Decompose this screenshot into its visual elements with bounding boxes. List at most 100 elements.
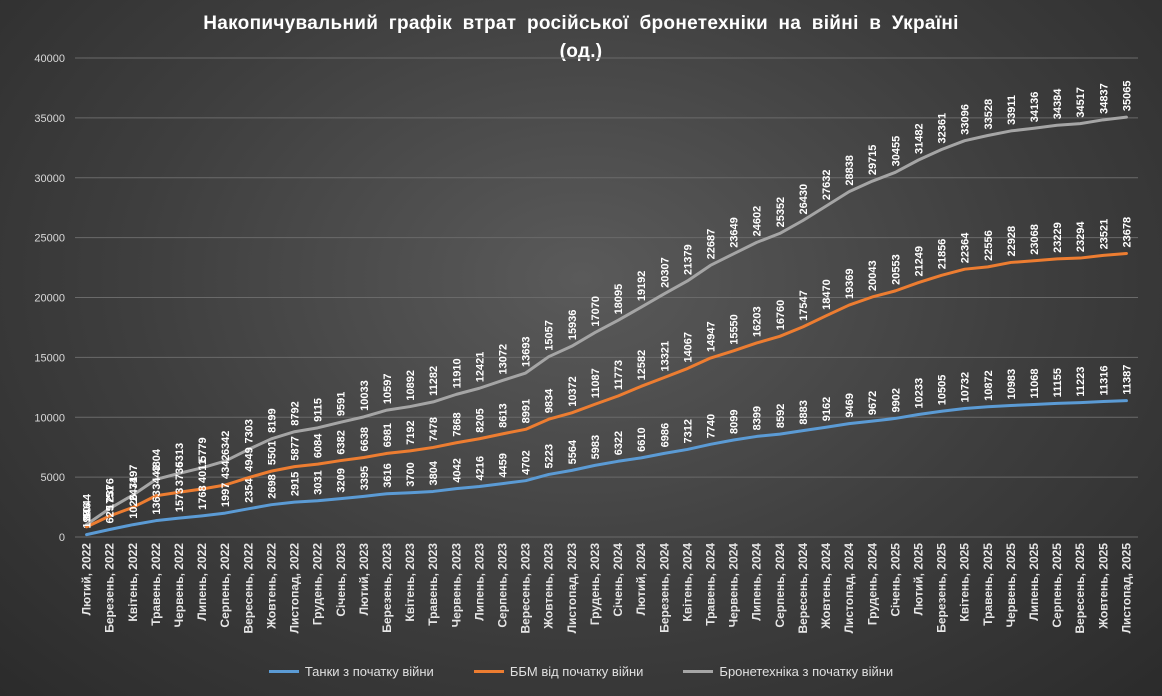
x-tick-label: Квітень, 2022 (126, 543, 140, 622)
x-tick-label: Серпень, 2023 (496, 543, 510, 628)
data-label: 23294 (1075, 221, 1087, 252)
data-label: 6322 (613, 431, 625, 455)
data-label: 4459 (498, 453, 510, 477)
data-label: 8399 (752, 406, 764, 430)
data-label: 8205 (474, 408, 486, 432)
x-tick-label: Жовтень, 2022 (264, 543, 278, 630)
data-label: 23521 (1098, 219, 1110, 250)
legend-item-2: ББМ від початку війни (473, 664, 643, 679)
data-label: 13693 (521, 336, 533, 367)
x-tick-label: Грудень, 2022 (311, 543, 325, 625)
data-label: 11087 (590, 368, 602, 398)
data-label: 7740 (705, 414, 717, 438)
data-label: 1363 (151, 490, 163, 514)
data-label: 22364 (960, 232, 972, 263)
x-tick-label: Липень, 2022 (195, 543, 209, 621)
chart-title-line-2: (од.) (559, 41, 603, 62)
data-label: 3736 (174, 462, 186, 486)
x-tick-label: Лютий, 2022 (80, 543, 94, 616)
data-label: 5223 (544, 444, 556, 468)
data-label: 35065 (1121, 81, 1133, 112)
chart-title: Накопичувальний графік втрат російської … (0, 10, 1162, 66)
data-label: 11155 (1052, 368, 1064, 397)
data-label: 34384 (1052, 88, 1064, 119)
data-label: 18470 (821, 279, 833, 310)
data-label: 3700 (405, 462, 417, 486)
x-axis: Лютий, 2022 Березень, 2022 Квітень, 2022 Тр… (80, 543, 1134, 634)
data-label: 11910 (451, 358, 463, 388)
data-label: 15936 (567, 310, 579, 341)
data-label: 9902 (890, 388, 902, 412)
data-label: 9162 (821, 397, 833, 421)
data-label: 8792 (290, 401, 302, 425)
data-label: 13321 (659, 341, 671, 372)
x-tick-label: Лютий, 2025 (911, 543, 925, 616)
data-label: 8883 (798, 400, 810, 424)
data-label: 10983 (1006, 369, 1018, 400)
data-label: 23229 (1052, 222, 1064, 253)
data-label: 11316 (1098, 366, 1110, 396)
data-label: 10732 (960, 372, 972, 403)
legend-swatch (268, 670, 299, 673)
x-tick-label: Серпень, 2024 (773, 543, 787, 628)
data-label: 33911 (1006, 95, 1018, 125)
data-label: 23649 (729, 217, 741, 248)
x-tick-label: Травень, 2025 (981, 543, 995, 626)
data-label: 27632 (821, 170, 833, 201)
data-label: 10372 (567, 376, 579, 407)
data-label: 17070 (590, 296, 602, 327)
x-tick-label: Березень, 2022 (103, 543, 117, 633)
x-tick-label: Січень, 2023 (334, 543, 348, 617)
series-lines (85, 115, 1128, 537)
data-label: 10597 (382, 374, 394, 405)
y-tick-label: 40000 (34, 53, 65, 65)
data-label: 26430 (798, 184, 810, 215)
data-label: 6638 (359, 427, 371, 451)
data-label: 6342 (220, 431, 232, 455)
data-label: 1573 (174, 488, 186, 512)
data-label: 7868 (451, 412, 463, 436)
y-tick-label: 20000 (34, 293, 65, 305)
data-label: 22928 (1006, 226, 1018, 257)
y-tick-label: 5000 (41, 472, 65, 484)
x-tick-label: Квітень, 2023 (403, 543, 417, 622)
data-label: 3395 (359, 466, 371, 490)
x-tick-label: Листопад, 2025 (1119, 543, 1133, 634)
data-label: 3616 (382, 463, 394, 487)
legend-label: Танки з початку війни (304, 664, 434, 679)
data-label: 5501 (266, 441, 278, 465)
data-label: 6986 (659, 423, 671, 447)
data-label: 625 (105, 505, 117, 523)
legend-swatch (683, 670, 714, 673)
data-label: 6084 (313, 433, 325, 458)
data-label: 20553 (890, 254, 902, 285)
series-line-3 (85, 115, 1128, 526)
x-tick-label: Травень, 2022 (149, 543, 163, 626)
x-tick-label: Грудень, 2023 (588, 543, 602, 625)
data-label: 34136 (1029, 92, 1041, 123)
x-tick-label: Вересень, 2025 (1073, 543, 1087, 634)
data-label: 5779 (197, 437, 209, 461)
data-label: 1044 (82, 493, 94, 518)
data-label: 23678 (1121, 217, 1133, 248)
series-line-2 (85, 251, 1128, 529)
data-label: 11773 (613, 360, 625, 390)
data-label: 10892 (405, 370, 417, 401)
y-axis: 0 5000 10000 15000 20000 25000 30000 35000 40000 (34, 53, 65, 544)
data-label: 10872 (983, 370, 995, 401)
data-label: 18095 (613, 284, 625, 315)
data-label: 14947 (705, 321, 717, 352)
data-label: 1751 (105, 486, 117, 510)
x-tick-label: Березень, 2023 (380, 543, 394, 633)
data-label: 7312 (682, 419, 694, 443)
data-label: 34837 (1098, 83, 1110, 114)
data-label: 3031 (313, 470, 325, 494)
x-tick-label: Вересень, 2024 (796, 543, 810, 634)
data-label: 11068 (1029, 368, 1041, 398)
data-label: 33096 (960, 104, 972, 135)
data-label: 30455 (890, 136, 902, 167)
x-tick-label: Липень, 2023 (472, 543, 486, 621)
legend-swatch (473, 670, 504, 673)
data-label: 9672 (867, 391, 879, 415)
data-label: 4949 (243, 447, 255, 471)
